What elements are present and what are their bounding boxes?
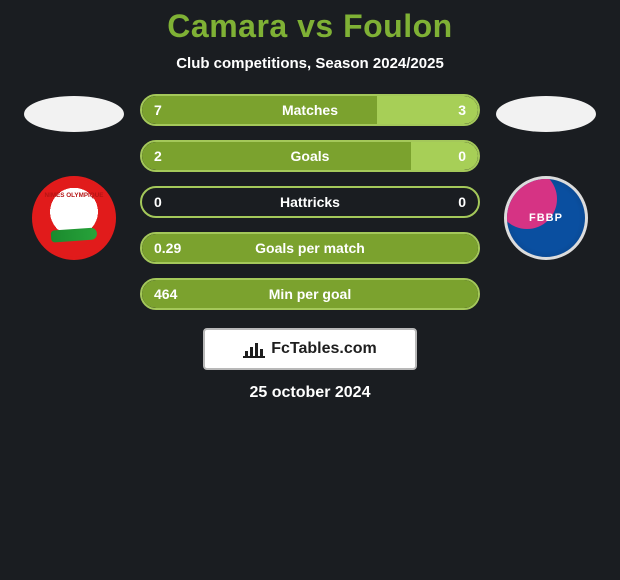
stat-value-right: 3 (458, 102, 466, 118)
brand-link[interactable]: FcTables.com (203, 328, 417, 370)
page-title: Camara vs Foulon (0, 8, 620, 45)
stat-value-right: 0 (458, 194, 466, 210)
date-text: 25 october 2024 (0, 384, 620, 402)
stat-label: Min per goal (142, 286, 478, 302)
comparison-widget: Camara vs Foulon Club competitions, Seas… (0, 0, 620, 402)
crocodile-icon (51, 227, 98, 242)
subtitle: Club competitions, Season 2024/2025 (0, 55, 620, 72)
left-club-short: NIMES OLYMPIQUE (45, 193, 104, 200)
stat-label: Goals per match (142, 240, 478, 256)
right-player-avatar (496, 96, 596, 132)
right-player-column: FBBP (496, 94, 596, 260)
bar-chart-icon (243, 340, 265, 358)
stat-row-matches: 7 Matches 3 (140, 94, 480, 126)
stat-row-min-per-goal: 464 Min per goal (140, 278, 480, 310)
stat-label: Matches (142, 102, 478, 118)
left-player-avatar (24, 96, 124, 132)
left-club-badge: NIMES OLYMPIQUE (32, 176, 116, 260)
right-club-badge: FBBP (504, 176, 588, 260)
stat-label: Goals (142, 148, 478, 164)
stat-row-goals: 2 Goals 0 (140, 140, 480, 172)
left-player-column: NIMES OLYMPIQUE (24, 94, 124, 260)
main-row: NIMES OLYMPIQUE 7 Matches 3 2 Goals 0 (0, 94, 620, 310)
stats-bars: 7 Matches 3 2 Goals 0 0 Hattricks 0 (140, 94, 480, 310)
stat-row-goals-per-match: 0.29 Goals per match (140, 232, 480, 264)
stat-label: Hattricks (142, 194, 478, 210)
brand-text: FcTables.com (271, 340, 377, 358)
stat-row-hattricks: 0 Hattricks 0 (140, 186, 480, 218)
right-club-short: FBBP (529, 212, 563, 224)
stat-value-right: 0 (458, 148, 466, 164)
